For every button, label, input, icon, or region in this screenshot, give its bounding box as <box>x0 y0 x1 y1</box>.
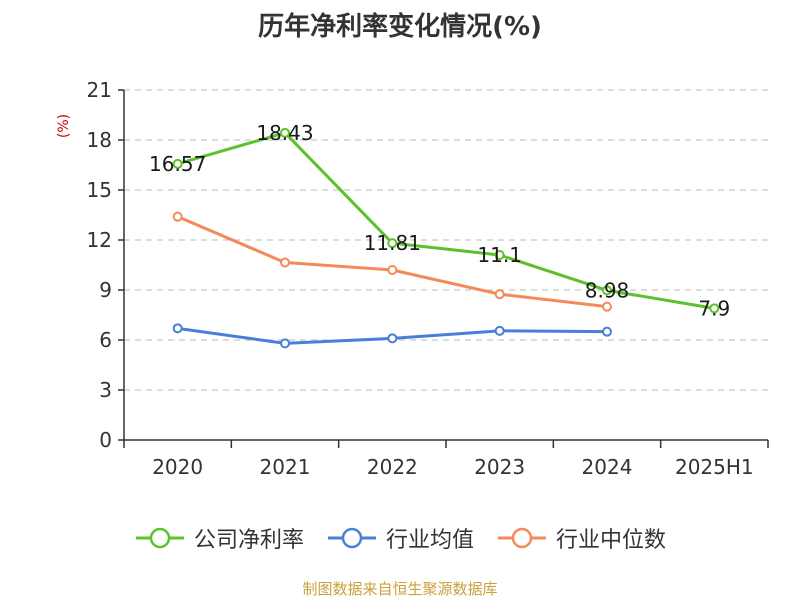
chart-title: 历年净利率变化情况(%) <box>258 12 542 42</box>
source-note: 制图数据来自恒生聚源数据库 <box>302 580 498 598</box>
x-tick-label: 2023 <box>474 455 525 479</box>
circle-line-icon <box>498 527 546 549</box>
y-axis-unit-label: (%) <box>56 114 72 138</box>
y-tick-label: 6 <box>99 328 112 352</box>
data-point <box>602 285 612 296</box>
data-point <box>280 127 290 138</box>
data-point <box>387 333 398 344</box>
y-tick-label: 0 <box>99 428 112 452</box>
data-labels: 16.57 18.43 11.81 11.1 8.98 7.9 <box>149 121 730 321</box>
y-tick-label: 21 <box>87 78 112 102</box>
data-point <box>387 238 398 249</box>
series-lines <box>172 127 720 349</box>
legend: 公司净利率 行业均值 行业中位数 <box>0 518 800 558</box>
data-point <box>709 303 720 314</box>
legend-item[interactable]: 公司净利率 <box>134 522 304 554</box>
data-point <box>280 257 290 268</box>
legend-item[interactable]: 行业均值 <box>326 522 474 554</box>
y-tick-label: 9 <box>99 278 112 302</box>
legend-label: 公司净利率 <box>193 528 304 553</box>
data-point <box>494 325 505 336</box>
x-tick-label: 2021 <box>260 455 311 479</box>
data-point <box>494 250 505 260</box>
data-label: 11.1 <box>477 243 522 267</box>
series-0 <box>172 127 720 314</box>
x-tick-label: 2024 <box>582 455 633 479</box>
x-tick-label: 2025H1 <box>675 455 754 479</box>
data-point <box>280 338 290 349</box>
series-2 <box>172 211 612 312</box>
data-label: 18.43 <box>256 121 313 145</box>
x-tick-label: 2022 <box>367 455 418 479</box>
data-label: 8.98 <box>585 278 630 302</box>
series-1 <box>172 323 612 349</box>
y-tick-label: 18 <box>87 128 112 152</box>
data-point <box>172 323 183 334</box>
series-line <box>177 131 715 310</box>
data-point <box>602 326 612 337</box>
legend-label: 行业均值 <box>385 528 474 553</box>
y-tick-label: 12 <box>87 228 112 252</box>
data-label: 11.81 <box>364 231 421 255</box>
series-line <box>177 215 608 309</box>
circle-line-icon <box>135 527 184 549</box>
legend-label: 行业中位数 <box>556 528 667 553</box>
line-chart: 0 3 6 9 12 15 18 21 2020 2021 2022 2023 2024 2025H1 (… <box>56 78 769 479</box>
legend-item[interactable]: 行业中位数 <box>496 522 666 554</box>
x-tick-label: 2020 <box>152 455 203 479</box>
y-tick-label: 15 <box>87 178 112 202</box>
y-tick-label: 3 <box>99 378 112 402</box>
data-point <box>172 211 183 222</box>
grid-lines <box>124 89 768 391</box>
data-label: 7.9 <box>698 296 730 320</box>
data-label: 16.57 <box>149 152 206 176</box>
data-point <box>387 265 398 275</box>
data-point <box>172 158 183 169</box>
data-point <box>494 289 505 300</box>
data-point <box>602 301 612 312</box>
circle-line-icon <box>327 527 376 549</box>
axes: 0 3 6 9 12 15 18 21 2020 2021 2022 2023 2024 2025H1 <box>87 78 769 479</box>
